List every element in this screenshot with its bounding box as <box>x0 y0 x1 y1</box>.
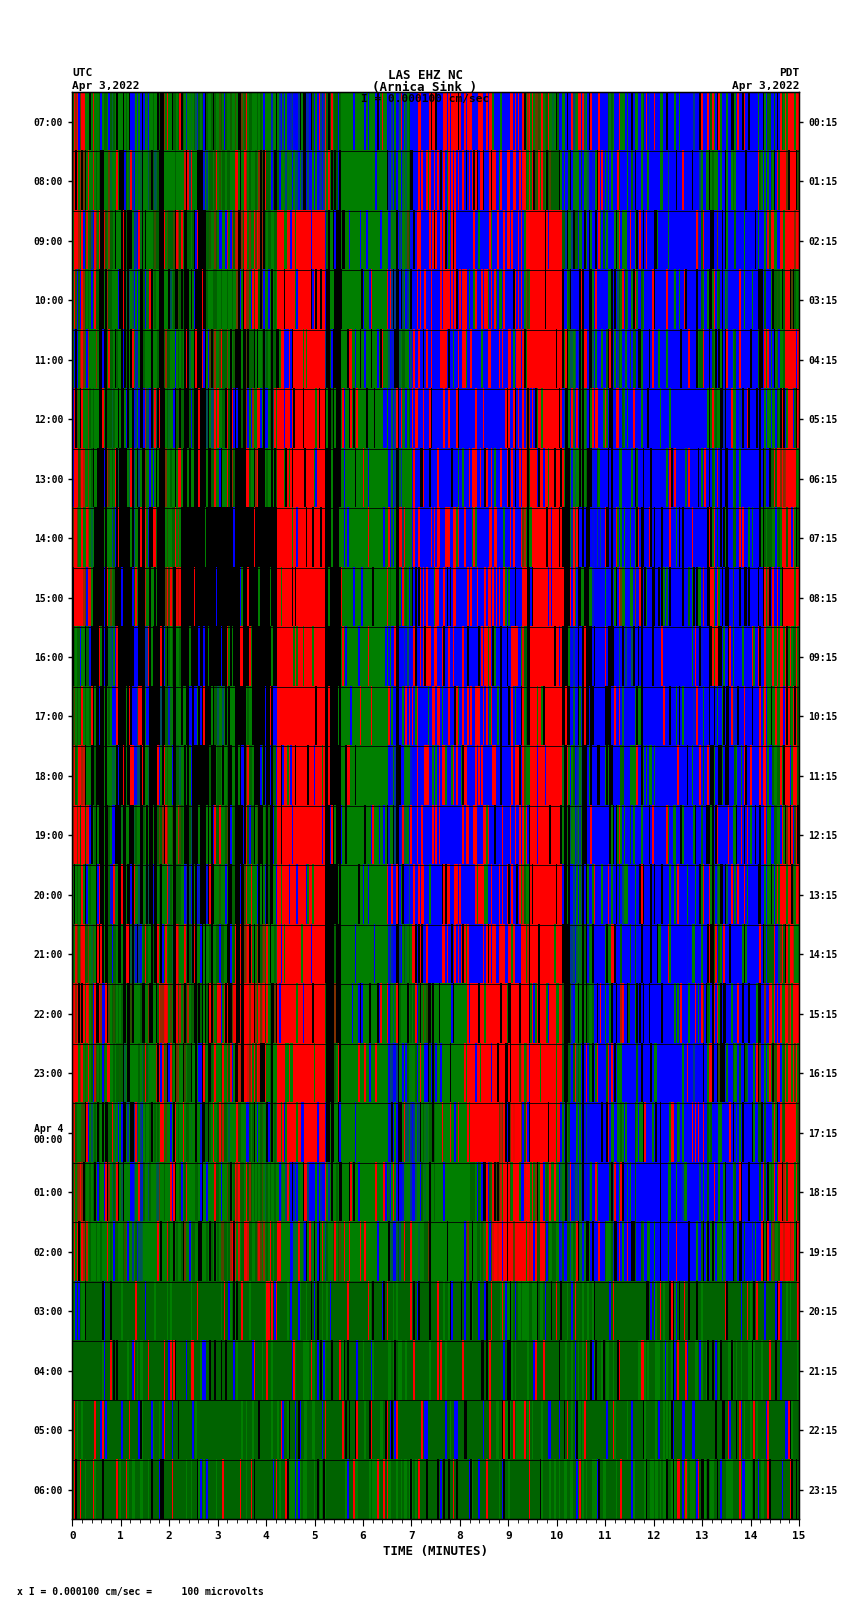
Text: UTC: UTC <box>72 68 93 77</box>
Text: Apr 3,2022: Apr 3,2022 <box>72 81 139 90</box>
X-axis label: TIME (MINUTES): TIME (MINUTES) <box>383 1545 488 1558</box>
Text: (Arnica Sink ): (Arnica Sink ) <box>372 82 478 95</box>
Text: I = 0.000100 cm/sec: I = 0.000100 cm/sec <box>361 94 489 105</box>
Text: PDT: PDT <box>779 68 799 77</box>
Text: Apr 3,2022: Apr 3,2022 <box>732 81 799 90</box>
Text: LAS EHZ NC: LAS EHZ NC <box>388 69 462 82</box>
Text: x I = 0.000100 cm/sec =     100 microvolts: x I = 0.000100 cm/sec = 100 microvolts <box>17 1587 264 1597</box>
